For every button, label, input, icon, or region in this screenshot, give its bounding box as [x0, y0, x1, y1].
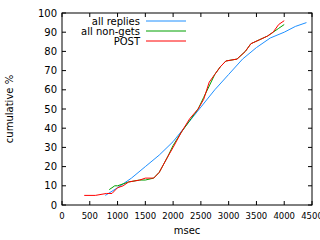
y-tick — [62, 109, 66, 110]
y-tick-label: 50 — [44, 104, 57, 115]
y-tick — [62, 166, 66, 167]
y-tick-label: 60 — [44, 84, 57, 95]
series-line — [109, 25, 284, 190]
x-tick — [173, 13, 174, 17]
y-tick — [308, 109, 312, 110]
y-tick — [308, 70, 312, 71]
x-tick-label: 2500 — [190, 211, 212, 221]
x-tick-label: 4500 — [301, 211, 320, 221]
x-tick-label: 4000 — [273, 211, 295, 221]
x-tick — [145, 13, 146, 17]
y-tick-label: 90 — [44, 27, 57, 38]
y-tick-label: 20 — [44, 161, 57, 172]
x-tick-label: 500 — [82, 211, 98, 221]
y-tick — [308, 185, 312, 186]
y-tick-label: 100 — [38, 8, 57, 19]
frame — [62, 13, 312, 205]
y-tick — [308, 89, 312, 90]
series-line — [84, 21, 284, 196]
x-tick-label: 3500 — [246, 211, 268, 221]
y-tick — [308, 32, 312, 33]
x-tick — [228, 201, 229, 205]
y-tick-label: 0 — [51, 200, 57, 211]
x-tick — [200, 13, 201, 17]
y-tick — [62, 128, 66, 129]
x-tick — [89, 201, 90, 205]
y-tick-label: 80 — [44, 46, 57, 57]
x-tick — [173, 201, 174, 205]
y-tick — [308, 51, 312, 52]
y-tick-label: 10 — [44, 180, 57, 191]
y-tick — [62, 51, 66, 52]
x-tick — [89, 13, 90, 17]
x-tick — [256, 201, 257, 205]
x-tick-label: 1500 — [135, 211, 157, 221]
x-tick — [200, 201, 201, 205]
y-tick — [62, 185, 66, 186]
y-tick-label: 30 — [44, 142, 57, 153]
y-tick — [62, 89, 66, 90]
x-tick — [284, 201, 285, 205]
plot-area — [84, 21, 306, 196]
legend-swatch — [146, 41, 186, 42]
y-tick — [308, 166, 312, 167]
legend-swatch — [146, 31, 186, 32]
chart: 0 500 1000 1500 2000 2500 3000 3500 4000 4500 0 10 2… — [0, 0, 320, 240]
legend-label: POST — [114, 36, 141, 47]
y-tick — [308, 147, 312, 148]
series-line — [105, 23, 306, 196]
x-tick — [145, 201, 146, 205]
x-tick — [284, 13, 285, 17]
x-tick-label: 2000 — [162, 211, 184, 221]
x-tick-label: 0 — [59, 211, 64, 221]
legend-swatch — [146, 21, 186, 22]
y-tick — [62, 70, 66, 71]
y-axis-label: cumulative % — [4, 75, 15, 143]
y-tick — [62, 147, 66, 148]
x-tick — [117, 201, 118, 205]
y-tick-label: 70 — [44, 65, 57, 76]
x-tick-label: 1000 — [107, 211, 129, 221]
y-tick-label: 40 — [44, 123, 57, 134]
y-tick — [62, 32, 66, 33]
y-tick — [308, 128, 312, 129]
x-tick-label: 3000 — [218, 211, 240, 221]
x-tick — [228, 13, 229, 17]
x-axis-label: msec — [174, 225, 201, 236]
x-tick — [256, 13, 257, 17]
